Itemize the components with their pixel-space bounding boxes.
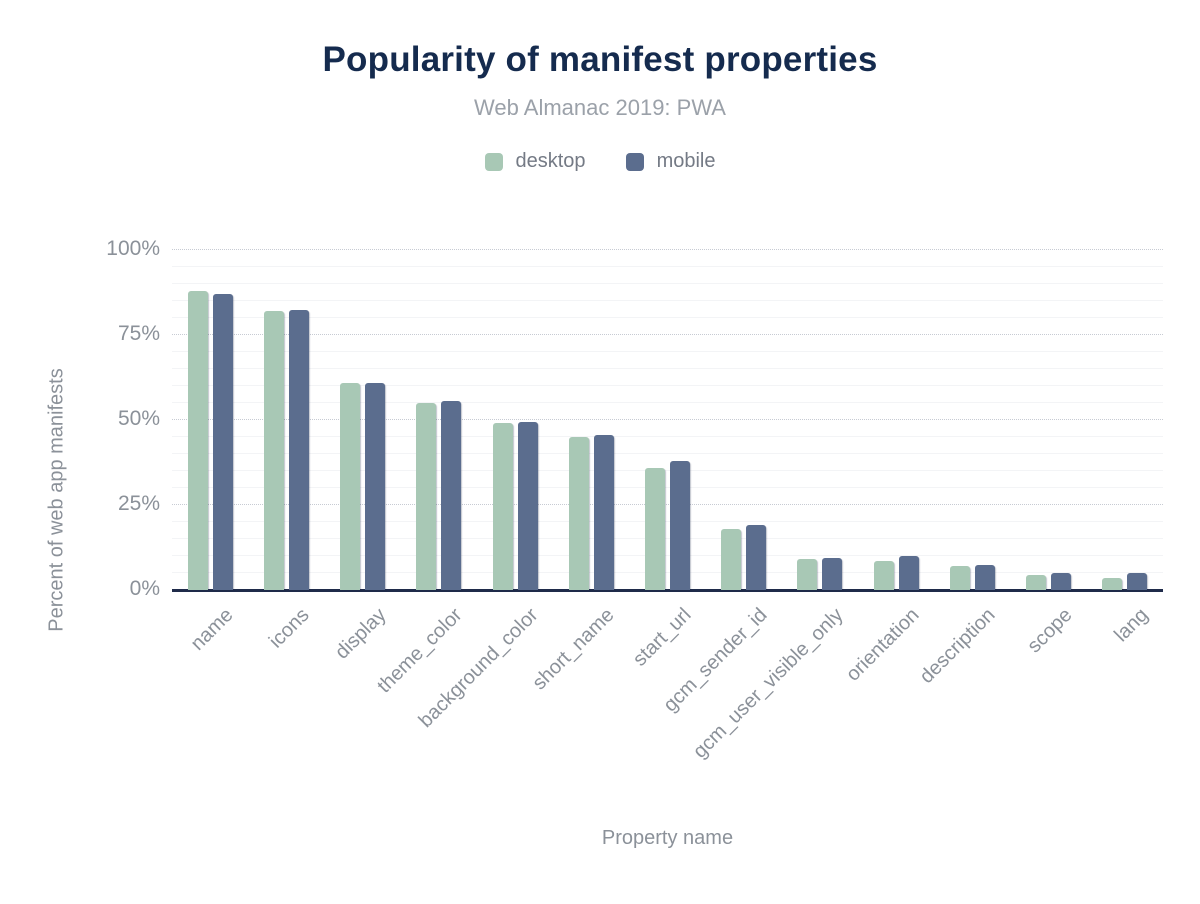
y-tick-50: 50%: [117, 407, 160, 430]
bar-desktop-gcm_sender_id[interactable]: [721, 528, 742, 590]
bar-mobile-short_name[interactable]: [593, 435, 614, 590]
gridline-minor-35: [172, 470, 1163, 471]
bar-desktop-name[interactable]: [187, 290, 208, 590]
gridline-minor-60: [172, 385, 1163, 386]
legend-swatch-mobile-icon: [625, 152, 644, 171]
y-tick-100: 100%: [106, 237, 160, 260]
legend-item-desktop[interactable]: desktop: [484, 150, 586, 173]
y-tick-25: 25%: [117, 492, 160, 515]
bar-mobile-description[interactable]: [974, 564, 995, 590]
bar-desktop-theme_color[interactable]: [416, 403, 437, 590]
bar-mobile-display[interactable]: [365, 382, 386, 590]
bar-desktop-scope[interactable]: [1026, 574, 1047, 590]
gridline-major-25: [172, 504, 1163, 505]
gridline-minor-90: [172, 283, 1163, 284]
bar-desktop-description[interactable]: [949, 566, 970, 590]
gridline-minor-65: [172, 368, 1163, 369]
gridline-minor-5: [172, 572, 1163, 573]
gridline-minor-80: [172, 317, 1163, 318]
gridline-minor-30: [172, 487, 1163, 488]
legend-swatch-desktop-icon: [484, 152, 503, 171]
bar-desktop-orientation[interactable]: [873, 561, 894, 590]
x-axis-title: Property name: [601, 827, 734, 849]
gridline-major-100: [172, 249, 1163, 250]
gridline-minor-10: [172, 555, 1163, 556]
bar-desktop-short_name[interactable]: [568, 437, 589, 590]
chart-subtitle: Web Almanac 2019: PWA: [474, 95, 726, 120]
legend-label-desktop: desktop: [515, 150, 586, 172]
bar-desktop-background_color[interactable]: [492, 423, 513, 590]
chart-title: Popularity of manifest properties: [322, 40, 878, 79]
bar-mobile-gcm_user_visible_only[interactable]: [822, 557, 843, 590]
bar-mobile-gcm_sender_id[interactable]: [746, 525, 767, 590]
bar-mobile-background_color[interactable]: [517, 421, 538, 590]
gridline-minor-40: [172, 453, 1163, 454]
bar-mobile-start_url[interactable]: [670, 460, 690, 590]
legend-label-mobile: mobile: [656, 150, 716, 172]
y-tick-0: 0%: [129, 577, 160, 600]
plot-area: [172, 249, 1163, 592]
bar-mobile-theme_color[interactable]: [441, 401, 462, 590]
gridline-major-75: [172, 334, 1163, 335]
bar-mobile-icons[interactable]: [288, 309, 309, 590]
legend: desktop mobile: [0, 150, 1200, 173]
gridline-minor-95: [172, 266, 1163, 267]
gridline-minor-20: [172, 521, 1163, 522]
y-tick-75: 75%: [117, 322, 160, 345]
gridline-minor-70: [172, 351, 1163, 352]
bar-mobile-orientation[interactable]: [898, 556, 919, 590]
bar-desktop-lang[interactable]: [1102, 578, 1123, 590]
gridline-minor-45: [172, 436, 1163, 437]
bar-desktop-display[interactable]: [340, 382, 361, 590]
x-axis-line: [172, 589, 1163, 592]
gridline-major-50: [172, 419, 1163, 420]
gridline-minor-55: [172, 402, 1163, 403]
gridline-minor-15: [172, 538, 1163, 539]
legend-item-mobile[interactable]: mobile: [625, 150, 716, 173]
bar-desktop-start_url[interactable]: [645, 467, 665, 590]
bar-mobile-lang[interactable]: [1127, 573, 1148, 590]
bar-mobile-name[interactable]: [212, 294, 233, 590]
bar-mobile-scope[interactable]: [1051, 573, 1072, 590]
bar-desktop-gcm_user_visible_only[interactable]: [797, 559, 818, 590]
gridline-minor-85: [172, 300, 1163, 301]
bar-desktop-icons[interactable]: [263, 311, 284, 590]
